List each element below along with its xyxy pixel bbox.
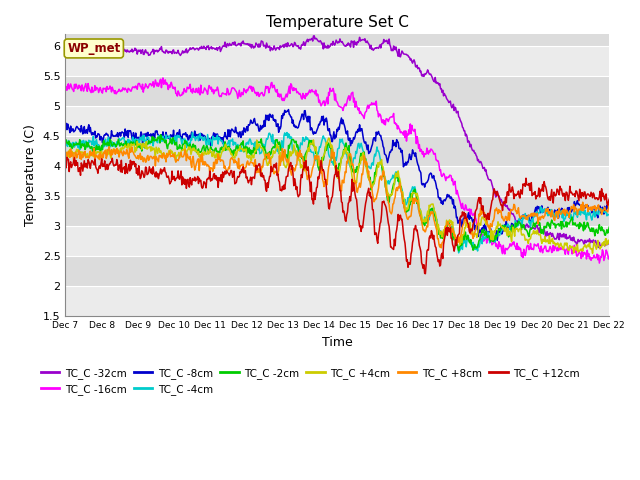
- Bar: [65, 286, 609, 316]
- Bar: [65, 106, 609, 136]
- Legend: TC_C -32cm, TC_C -16cm, TC_C -8cm, TC_C -4cm, TC_C -2cm, TC_C +4cm, TC_C +8cm, T: TC_C -32cm, TC_C -16cm, TC_C -8cm, TC_C …: [36, 364, 584, 399]
- X-axis label: Time: Time: [322, 336, 353, 348]
- Bar: [65, 166, 609, 196]
- Title: Temperature Set C: Temperature Set C: [266, 15, 409, 30]
- Bar: [65, 226, 609, 256]
- Text: WP_met: WP_met: [67, 42, 120, 55]
- Bar: [65, 46, 609, 76]
- Y-axis label: Temperature (C): Temperature (C): [24, 124, 37, 226]
